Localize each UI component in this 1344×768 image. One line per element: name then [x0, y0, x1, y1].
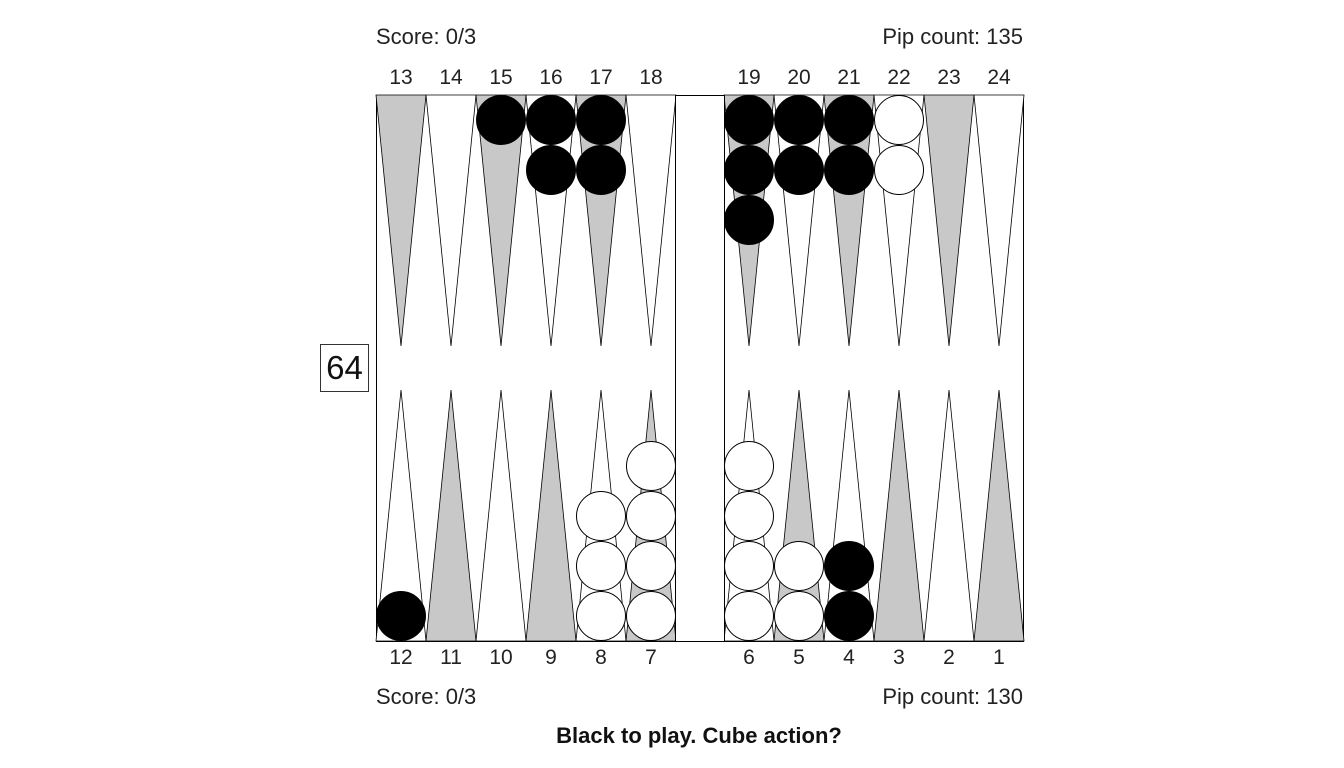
- white-checker: [724, 441, 774, 491]
- point-24: [973, 94, 1025, 347]
- black-checker: [576, 145, 626, 195]
- black-checker: [774, 145, 824, 195]
- point-1: [973, 389, 1025, 642]
- point-number: 5: [793, 646, 805, 669]
- bottom-pip-count: Pip count: 130: [882, 684, 1023, 709]
- point-number: 6: [743, 646, 755, 669]
- black-checker: [774, 95, 824, 145]
- black-checker: [724, 145, 774, 195]
- point-11: [425, 389, 477, 642]
- bottom-score: Score: 0/3: [376, 684, 477, 709]
- point-number: 16: [539, 66, 563, 89]
- question-text: Black to play. Cube action?: [556, 723, 842, 748]
- point-number: 12: [389, 646, 413, 669]
- white-checker: [626, 541, 676, 591]
- top-pip-count: Pip count: 135: [882, 24, 1023, 49]
- point-number: 4: [843, 646, 855, 669]
- point-number: 8: [595, 646, 607, 669]
- point-number: 10: [489, 646, 513, 669]
- point-number: 7: [645, 646, 657, 669]
- point-number: 21: [837, 66, 861, 89]
- point-23: [923, 94, 975, 347]
- white-checker: [626, 441, 676, 491]
- point-number: 1: [993, 646, 1005, 669]
- point-number: 18: [639, 66, 663, 89]
- white-checker: [874, 95, 924, 145]
- bar: [675, 95, 725, 642]
- point-2: [923, 389, 975, 642]
- point-number: 20: [787, 66, 811, 89]
- point-number: 14: [439, 66, 463, 89]
- point-14: [425, 94, 477, 347]
- top-score: Score: 0/3: [376, 24, 477, 49]
- point-number: 13: [389, 66, 413, 89]
- white-checker: [724, 591, 774, 641]
- point-number: 23: [937, 66, 961, 89]
- white-checker: [626, 591, 676, 641]
- black-checker: [824, 95, 874, 145]
- white-checker: [774, 591, 824, 641]
- black-checker: [724, 195, 774, 245]
- white-checker: [576, 491, 626, 541]
- point-number: 9: [545, 646, 557, 669]
- point-number: 24: [987, 66, 1011, 89]
- point-number: 3: [893, 646, 905, 669]
- black-checker: [376, 591, 426, 641]
- point-3: [873, 389, 925, 642]
- white-checker: [626, 491, 676, 541]
- point-10: [475, 389, 527, 642]
- doubling-cube[interactable]: 64: [320, 344, 369, 392]
- black-checker: [526, 95, 576, 145]
- point-number: 22: [887, 66, 911, 89]
- point-number: 19: [737, 66, 761, 89]
- black-checker: [576, 95, 626, 145]
- white-checker: [576, 541, 626, 591]
- point-number: 11: [440, 646, 462, 669]
- point-number: 2: [943, 646, 955, 669]
- black-checker: [824, 541, 874, 591]
- black-checker: [476, 95, 526, 145]
- white-checker: [774, 541, 824, 591]
- black-checker: [824, 591, 874, 641]
- white-checker: [724, 541, 774, 591]
- white-checker: [874, 145, 924, 195]
- point-13: [375, 94, 427, 347]
- point-18: [625, 94, 677, 347]
- black-checker: [526, 145, 576, 195]
- white-checker: [576, 591, 626, 641]
- point-number: 15: [489, 66, 513, 89]
- black-checker: [724, 95, 774, 145]
- point-9: [525, 389, 577, 642]
- black-checker: [824, 145, 874, 195]
- point-number: 17: [589, 66, 613, 89]
- white-checker: [724, 491, 774, 541]
